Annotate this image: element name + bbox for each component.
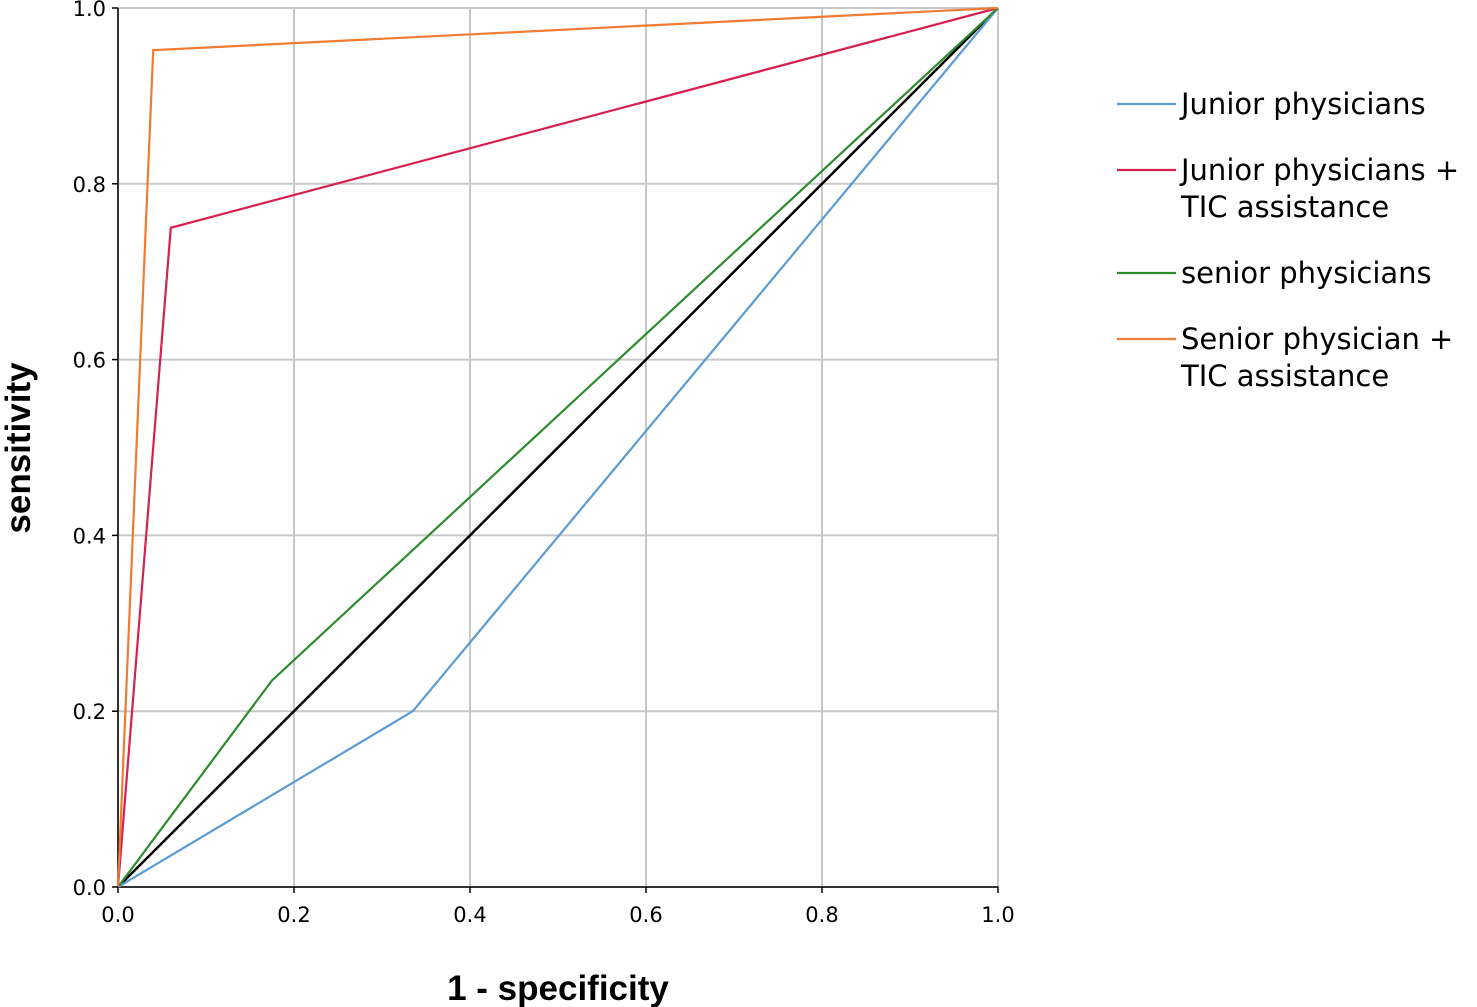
x-axis-title: 1 - specificity <box>447 969 669 1007</box>
x-tick-label: 0.2 <box>277 903 310 927</box>
legend-label: Junior physicians + <box>1179 153 1459 187</box>
series-line-3 <box>117 7 999 888</box>
plot-frame <box>117 8 998 888</box>
y-tick-label: 1.0 <box>73 0 106 21</box>
x-tick-label: 0.0 <box>101 903 134 927</box>
x-tick-label: 0.6 <box>629 903 662 927</box>
x-tick-label: 1.0 <box>981 903 1014 927</box>
legend-item-1: Junior physicians <box>1117 87 1426 121</box>
legend-item-4: Senior physician +TIC assistance <box>1117 322 1453 393</box>
y-tick-label: 0.0 <box>73 876 106 900</box>
y-tick-label: 0.8 <box>73 173 106 197</box>
legend-label: TIC assistance <box>1180 359 1389 393</box>
x-tick-label: 0.8 <box>805 903 838 927</box>
legend-label: Junior physicians <box>1179 87 1426 121</box>
y-tick-label: 0.2 <box>73 700 106 724</box>
legend-label: senior physicians <box>1181 256 1432 290</box>
reference-diagonal-line <box>117 7 999 888</box>
x-tick-label: 0.4 <box>453 903 486 927</box>
y-axis-title: sensitivity <box>0 362 38 534</box>
series-line-4 <box>116 6 999 888</box>
x-axis-ticks: 0.0 0.2 0.4 0.6 0.8 1.0 <box>101 887 1015 927</box>
series-lines <box>116 6 999 888</box>
legend-item-3: senior physicians <box>1117 256 1432 290</box>
series-line-2 <box>116 6 999 888</box>
y-tick-label: 0.4 <box>73 524 106 548</box>
y-axis-ticks: 0.0 0.2 0.4 0.6 0.8 1.0 <box>73 0 118 900</box>
legend-label: TIC assistance <box>1180 190 1389 224</box>
series-line-1 <box>117 7 999 888</box>
legend-label: Senior physician + <box>1181 322 1453 356</box>
y-tick-label: 0.6 <box>73 349 106 373</box>
legend-item-2: Junior physicians +TIC assistance <box>1117 153 1459 224</box>
